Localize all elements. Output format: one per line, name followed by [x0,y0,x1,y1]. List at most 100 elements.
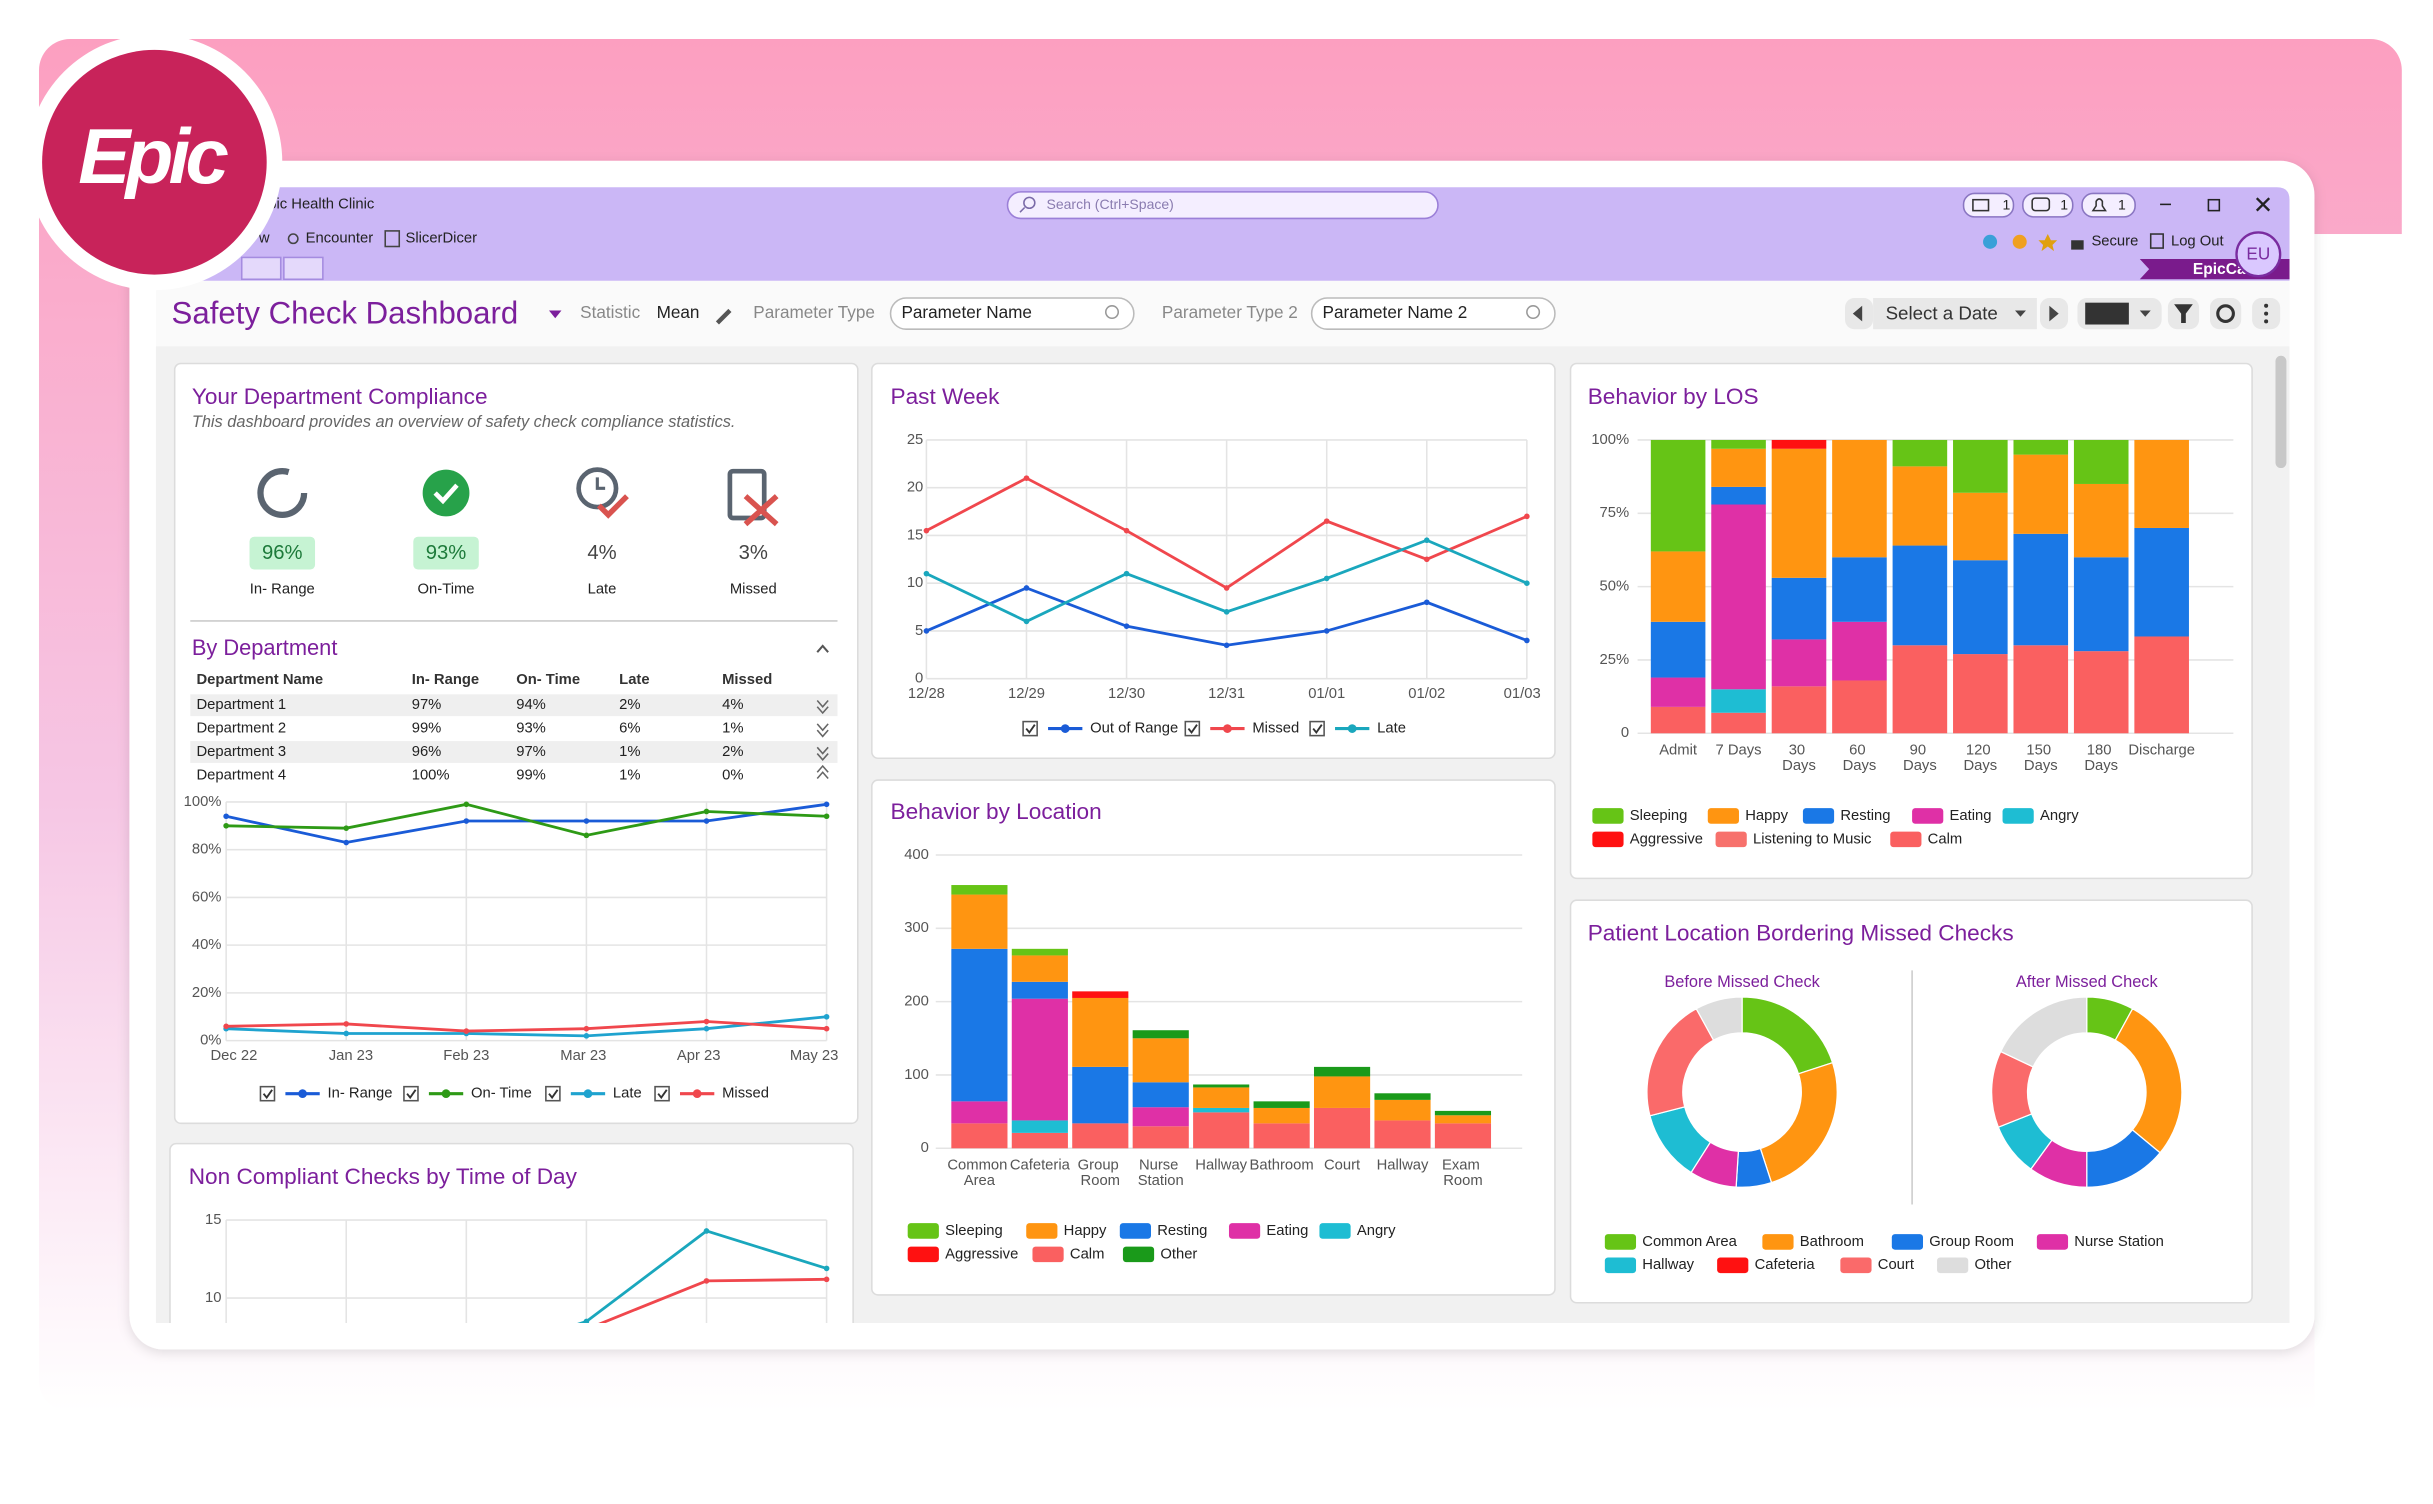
tab[interactable] [240,256,282,281]
date-picker[interactable] [1873,297,2037,330]
param-input[interactable] [889,297,1135,330]
inbox-icon [1972,198,1990,212]
point [1123,527,1130,534]
collapse-icon[interactable] [816,644,829,653]
legend-swatch [1717,1257,1749,1274]
close-button[interactable] [2255,197,2271,212]
legend-label: Resting [1157,1223,1207,1239]
param-type-label: Parameter Type [753,302,875,322]
point [343,839,350,846]
legend-checkbox[interactable] [1022,720,1038,737]
line [598,1277,827,1324]
expand-icon[interactable] [816,700,829,715]
label-line: Days [2024,758,2058,774]
nav-item[interactable]: w [258,231,270,247]
legend-swatch [1026,1223,1058,1239]
legend-swatch [907,1223,939,1239]
legend-label: Aggressive [945,1246,1018,1262]
bar-segment [1771,639,1827,687]
tab[interactable] [283,256,324,281]
x-tick-label: 01/02 [1408,686,1445,702]
table-cell: 1% [619,744,640,760]
scrollbar[interactable] [2275,355,2287,469]
bar-segment [1892,545,1948,646]
x-tick-label: 180 Days [2084,742,2118,774]
point [823,1025,830,1032]
bar-segment [1711,712,1766,734]
legend-checkbox[interactable] [1309,720,1325,737]
expand-icon[interactable] [816,723,829,738]
legend-label: Aggressive [1630,831,1703,847]
y-tick-label: 15 [907,527,923,543]
point [823,1265,830,1272]
bar-segment [1132,1082,1189,1108]
legend-label: Calm [1070,1246,1105,1262]
legend-checkbox[interactable] [1184,720,1201,737]
legend-swatch [1707,808,1739,824]
point [703,818,710,824]
filter-icon [2174,304,2193,323]
expand-icon[interactable] [816,764,829,780]
more-icon [2264,311,2269,316]
legend-checkbox[interactable] [654,1085,670,1102]
legend-check [657,1089,668,1100]
param2-input[interactable] [1310,297,1556,330]
on-time-icon [422,469,470,517]
legend-checkbox[interactable] [403,1085,419,1102]
nav-item[interactable]: SlicerDicer [406,231,478,247]
bar-segment [1011,981,1068,999]
table-header: Missed [722,672,772,688]
point [223,813,229,820]
dashboard-title: Safety Check Dashboard [172,295,519,330]
title-dropdown[interactable] [548,310,562,319]
legend-swatch [907,1246,939,1263]
x-tick-label: Admit [1659,742,1697,758]
user-avatar[interactable] [2235,231,2282,278]
statistic-value[interactable]: Mean [657,302,700,322]
legend-check [548,1089,559,1100]
legend-check [406,1089,417,1100]
bar-segment [1374,1120,1431,1149]
legend-checkbox[interactable] [545,1085,561,1102]
bar-segment [1434,1115,1492,1124]
nav-item[interactable]: Encounter [306,231,374,247]
search-icon [1104,305,1120,320]
secure[interactable]: Secure [2091,234,2138,250]
y-tick-label: 300 [904,920,929,936]
bar-segment [1832,557,1887,622]
bar-segment [1313,1107,1371,1149]
share-button[interactable] [2209,297,2242,330]
legend-checkbox[interactable] [259,1085,276,1102]
point [823,801,830,808]
point [343,1030,350,1037]
badge[interactable] [2081,192,2136,218]
table-row-bg [190,694,838,717]
bar-segment [1253,1107,1310,1124]
expand-icon[interactable] [816,746,829,761]
point [1524,580,1530,586]
bar-segment [951,1123,1008,1149]
point [583,818,590,824]
table-cell: 1% [722,721,743,737]
legend-swatch [1604,1257,1637,1274]
logo-text: Epic [78,112,228,200]
y-tick-label: 40% [192,937,222,953]
edit-icon[interactable] [715,308,732,325]
logout[interactable]: Log Out [2171,234,2224,250]
legend-label: Out of Range [1090,721,1178,737]
x-tick-label: 7 Days [1716,742,1762,758]
x-tick-label: Feb 23 [443,1048,489,1064]
bar-segment [2134,527,2189,637]
missed-x [743,494,779,527]
point [343,825,350,831]
point [923,527,930,534]
restore-button[interactable] [2207,198,2221,212]
legend-label: Group Room [1929,1234,2014,1250]
legend-dot [1060,724,1070,733]
table-cell: 4% [722,697,743,713]
bar-segment [1374,1099,1431,1121]
bell-icon [2091,198,2107,212]
search-box[interactable] [1006,191,1439,220]
label-line: Exam [1442,1157,1484,1173]
label-line: Station [1138,1173,1184,1189]
